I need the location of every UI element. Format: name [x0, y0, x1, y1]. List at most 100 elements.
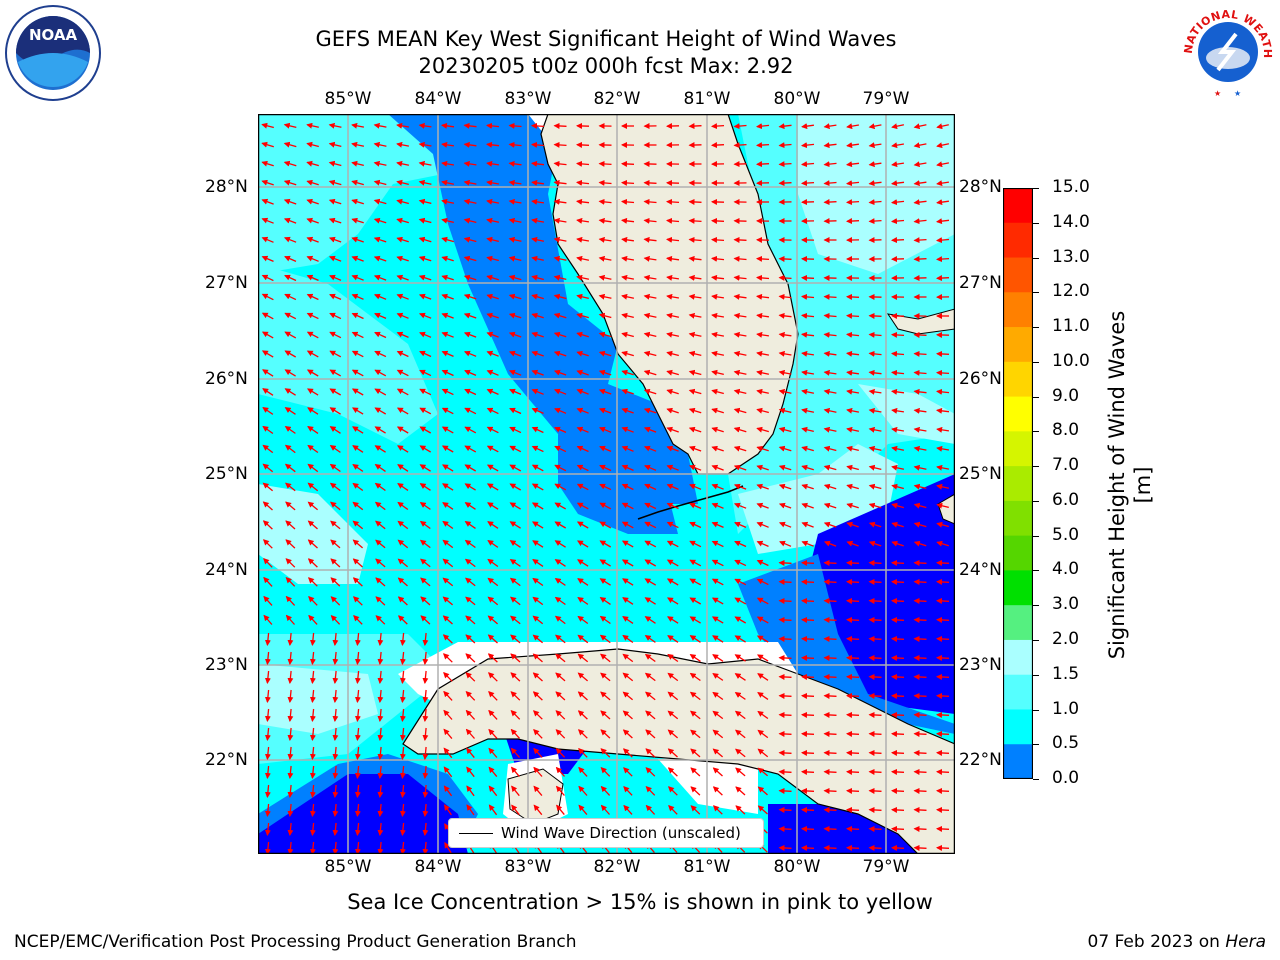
wind-wave-arrow: [913, 142, 927, 149]
colorbar-segment: [1003, 327, 1033, 363]
wind-wave-arrow: [778, 616, 792, 623]
wind-wave-arrow: [621, 236, 634, 243]
colorbar-tick-label: 10.0: [1052, 350, 1090, 371]
wind-wave-arrow: [531, 179, 544, 186]
wind-wave-arrow: [396, 236, 409, 243]
wind-wave-arrow: [846, 123, 860, 130]
wind-wave-arrow: [689, 635, 701, 643]
wind-wave-arrow: [711, 331, 725, 338]
wind-wave-arrow: [778, 142, 792, 149]
wind-wave-arrow: [576, 160, 590, 167]
wind-wave-arrow: [531, 445, 544, 453]
colorbar-tick-label: 4.0: [1052, 559, 1080, 580]
wind-wave-arrow: [486, 369, 499, 376]
wind-wave-arrow: [463, 236, 477, 243]
wind-wave-arrow: [913, 559, 927, 566]
wind-wave-arrow: [262, 463, 274, 473]
wind-wave-arrow: [757, 729, 769, 739]
wind-wave-arrow: [441, 350, 454, 357]
wind-wave-arrow: [868, 768, 882, 775]
wind-wave-arrow: [576, 255, 590, 262]
wind-wave-arrow: [374, 407, 387, 415]
wind-wave-arrow: [666, 350, 679, 357]
wind-wave-arrow: [306, 160, 319, 167]
wind-wave-arrow: [261, 274, 274, 282]
wind-wave-arrow: [373, 179, 387, 186]
wind-wave-arrow: [306, 217, 319, 224]
wind-wave-arrow: [846, 578, 860, 585]
wind-wave-arrow: [261, 198, 274, 205]
wind-wave-arrow: [778, 426, 792, 433]
wind-wave-arrow: [801, 293, 815, 300]
wind-wave-arrow: [354, 708, 361, 722]
wind-wave-arrow: [531, 483, 544, 491]
wind-wave-arrow: [913, 540, 927, 547]
wind-wave-arrow: [846, 142, 859, 149]
wind-wave-arrow: [510, 596, 521, 606]
wind-wave-arrow: [262, 425, 274, 435]
wind-wave-arrow: [576, 426, 589, 433]
wind-wave-arrow: [486, 141, 500, 148]
wind-wave-arrow: [756, 255, 770, 262]
wind-wave-arrow: [600, 766, 611, 777]
wind-wave-arrow: [441, 426, 454, 434]
wind-wave-arrow: [936, 749, 950, 756]
wind-wave-arrow: [757, 710, 769, 720]
wind-wave-arrow: [733, 312, 747, 319]
wind-wave-arrow: [283, 217, 297, 224]
wind-wave-arrow: [868, 806, 882, 813]
svg-text:★: ★: [1234, 89, 1241, 98]
wind-wave-arrow: [868, 692, 882, 699]
wind-wave-arrow: [576, 331, 589, 338]
wind-wave-arrow: [734, 635, 746, 643]
wind-wave-arrow: [778, 730, 792, 737]
wind-wave-arrow: [332, 708, 339, 722]
wind-wave-arrow: [936, 199, 949, 206]
wind-wave-arrow: [891, 730, 905, 737]
wind-wave-arrow: [733, 464, 747, 471]
wind-wave-arrow: [643, 274, 657, 281]
wind-wave-arrow: [420, 615, 431, 625]
wind-wave-arrow: [712, 710, 724, 720]
wind-wave-arrow: [285, 482, 296, 492]
wind-wave-arrow: [621, 369, 634, 376]
wind-wave-arrow: [644, 578, 657, 586]
wind-wave-arrow: [936, 464, 950, 471]
lon-label-top: 81°W: [683, 89, 731, 109]
wind-wave-arrow: [463, 217, 477, 224]
wind-wave-arrow: [778, 825, 792, 832]
wind-wave-arrow: [823, 540, 837, 547]
wind-wave-arrow: [465, 709, 476, 720]
wind-wave-arrow: [307, 539, 318, 549]
wind-wave-arrow: [352, 539, 364, 549]
wind-wave-arrow: [328, 179, 342, 186]
wind-wave-arrow: [465, 672, 476, 682]
colorbar-tick-mark: [1033, 500, 1039, 502]
wind-wave-arrow: [352, 520, 364, 530]
wind-wave-arrow: [891, 407, 904, 414]
wind-wave-arrow: [801, 749, 815, 756]
wind-wave-arrow: [757, 673, 769, 681]
wind-wave-arrow: [508, 274, 522, 281]
wind-wave-arrow: [263, 576, 273, 587]
wind-wave-arrow: [734, 673, 746, 681]
wind-wave-arrow: [756, 123, 770, 130]
wind-wave-arrow: [486, 217, 500, 224]
wind-wave-arrow: [621, 198, 635, 205]
wind-wave-arrow: [846, 844, 860, 851]
wind-wave-arrow: [509, 445, 522, 453]
wind-wave-arrow: [621, 255, 635, 262]
wind-wave-arrow: [846, 749, 860, 756]
wind-wave-arrow: [801, 445, 814, 452]
wind-wave-arrow: [801, 597, 815, 604]
wind-wave-arrow: [643, 179, 657, 186]
wind-wave-arrow: [711, 274, 725, 281]
wind-wave-arrow: [396, 331, 409, 338]
wind-wave-arrow: [868, 502, 882, 509]
wind-wave-arrow: [353, 614, 363, 625]
colorbar-tick-mark: [1033, 744, 1039, 746]
wind-wave-arrow: [419, 445, 432, 453]
wind-wave-arrow: [511, 804, 520, 816]
wind-wave-arrow: [778, 521, 792, 528]
wind-wave-arrow: [375, 520, 386, 530]
